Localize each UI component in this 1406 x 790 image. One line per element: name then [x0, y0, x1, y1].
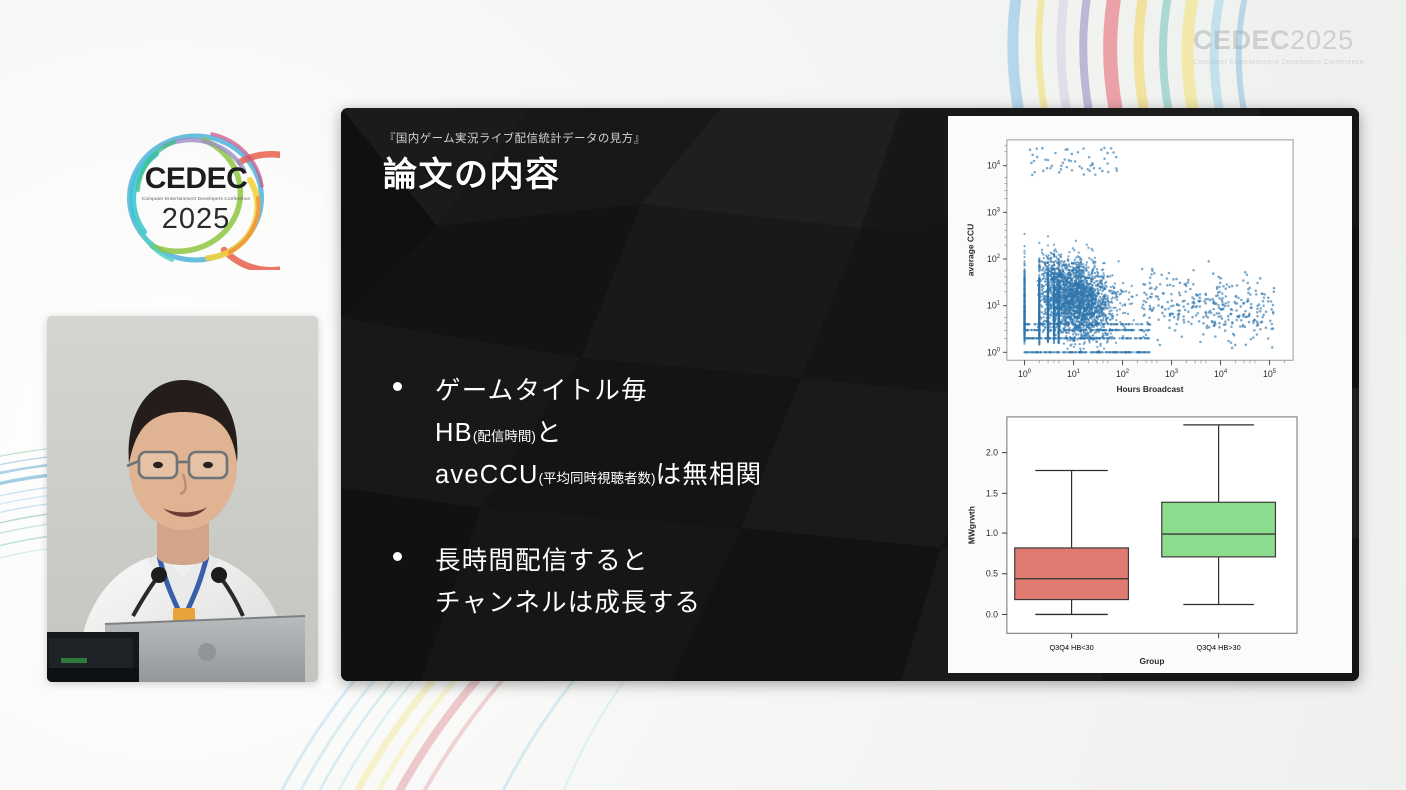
- svg-text:103: 103: [987, 207, 1001, 217]
- scatter-x-axis-label: Hours Broadcast: [1116, 384, 1183, 394]
- scatter-chart-svg: 100 101 102 103 104 average CCU: [952, 122, 1348, 401]
- slide-bullet-list: ゲームタイトル毎 HB(配信時間)と aveCCU(平均同時視聴者数)は無相関 …: [393, 370, 953, 668]
- bullet-item-2: 長時間配信すると チャンネルは成長する: [393, 540, 953, 624]
- bullet-1-hb-note: (配信時間): [472, 429, 536, 445]
- svg-text:102: 102: [1116, 369, 1129, 379]
- svg-text:100: 100: [987, 347, 1001, 357]
- speaker-image: [47, 316, 318, 682]
- bullet-2-line-1: 長時間配信すると: [435, 547, 649, 576]
- svg-text:101: 101: [1067, 369, 1080, 379]
- speaker-video-feed[interactable]: [47, 316, 318, 682]
- cedec-circle-logo: CEDEC Computer Entertainment Developers …: [112, 128, 280, 270]
- box-group-1: [1014, 469, 1130, 616]
- box-category-label-1: Q3Q4 HB<30: [1049, 643, 1093, 652]
- svg-text:103: 103: [1165, 369, 1179, 379]
- svg-text:104: 104: [987, 161, 1001, 171]
- svg-text:1.5: 1.5: [986, 488, 998, 498]
- bullet-1-hb-tail: と: [535, 419, 563, 448]
- slide-title: 論文の内容: [383, 156, 561, 194]
- bullet-dot-icon: [393, 552, 402, 562]
- cedec-logo-ring-icon: [127, 132, 280, 270]
- presentation-slide: 『国内ゲーム実況ライブ配信統計データの見方』 論文の内容 ゲームタイトル毎 HB…: [341, 108, 1359, 681]
- bullet-1-ccu-tail: は無相関: [655, 461, 763, 490]
- svg-text:104: 104: [1214, 369, 1228, 379]
- figure-panel: 100 101 102 103 104 average CCU: [948, 116, 1352, 673]
- svg-text:2.0: 2.0: [986, 448, 998, 458]
- bullet-2-line-2: チャンネルは成長する: [435, 589, 702, 618]
- box-x-axis-label: Group: [1139, 656, 1164, 666]
- svg-text:102: 102: [987, 254, 1000, 264]
- cedec-logo-text-group: CEDEC Computer Entertainment Developers …: [112, 128, 280, 270]
- slide-eyebrow: 『国内ゲーム実況ライブ配信統計データの見方』: [384, 133, 646, 145]
- cedec-logo-year: 2025: [161, 203, 231, 235]
- bullet-1-hb-term: HB: [435, 419, 473, 448]
- svg-text:101: 101: [987, 301, 1000, 311]
- bullet-1-line-1: ゲームタイトル毎: [435, 377, 648, 405]
- scatter-chart: 100 101 102 103 104 average CCU: [952, 122, 1348, 401]
- cedec-logo-subtitle: Computer Entertainment Developers Confer…: [141, 196, 251, 201]
- bullet-1-line-3: aveCCU(平均同時視聴者数)は無相関: [435, 454, 953, 496]
- svg-text:0.0: 0.0: [986, 609, 998, 619]
- svg-text:1.0: 1.0: [986, 528, 998, 538]
- svg-text:105: 105: [1263, 369, 1277, 379]
- box-group-2: [1161, 424, 1277, 606]
- bullet-dot-icon: [393, 382, 402, 391]
- svg-text:100: 100: [1018, 369, 1032, 379]
- box-category-label-2: Q3Q4 HB>30: [1197, 643, 1241, 652]
- svg-text:0.5: 0.5: [986, 569, 998, 579]
- box-chart-svg: 0.0 0.5 1.0 1.5 2.0 MWgrwth: [952, 402, 1348, 669]
- bullet-1-line-2: HB(配信時間)と: [435, 412, 953, 454]
- bullet-1-ccu-term: aveCCU: [435, 461, 539, 490]
- bullet-1-ccu-note: (平均同時視聴者数): [538, 471, 656, 487]
- scatter-y-axis-label: average CCU: [966, 224, 976, 276]
- cedec-logo-name: CEDEC: [144, 162, 248, 195]
- box-y-axis-label: MWgrwth: [967, 506, 977, 544]
- box-chart: 0.0 0.5 1.0 1.5 2.0 MWgrwth: [952, 402, 1348, 669]
- bullet-item-1: ゲームタイトル毎 HB(配信時間)と aveCCU(平均同時視聴者数)は無相関: [393, 370, 953, 496]
